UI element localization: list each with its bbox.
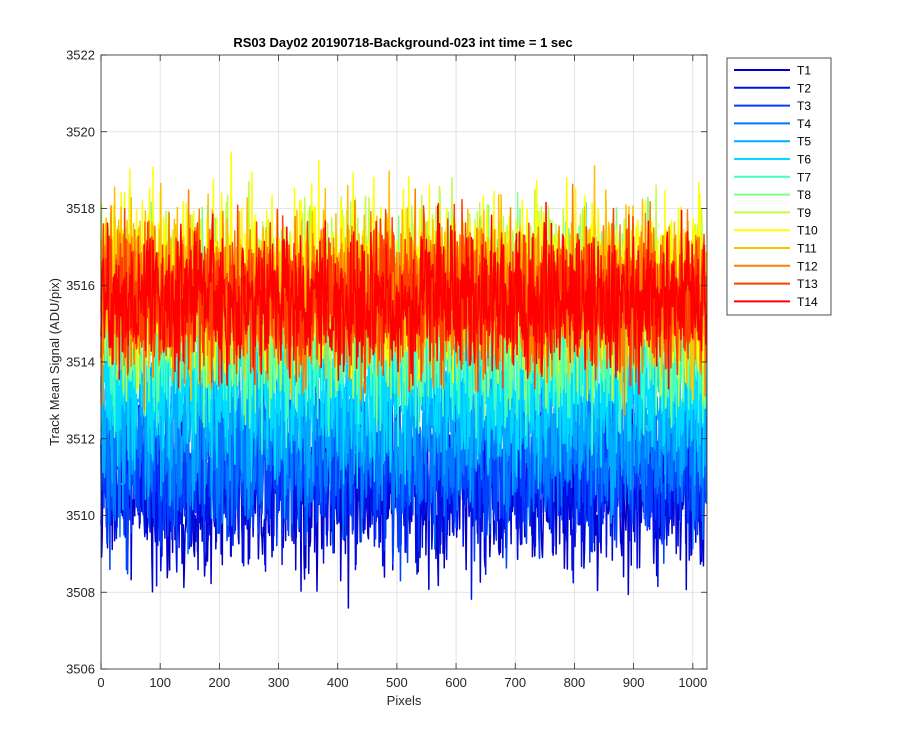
y-tick-label: 3508	[66, 585, 95, 600]
series-lines	[100, 151, 708, 609]
y-tick-label: 3514	[66, 355, 95, 370]
chart-title: RS03 Day02 20190718-Background-023 int t…	[233, 35, 572, 50]
y-tick-label: 3510	[66, 508, 95, 523]
legend-box	[726, 57, 832, 316]
legend: T1 T2 T3 T4 T5 T6 T7 T8 T9 T10 T11 T12 T13 T14	[726, 57, 832, 316]
legend-label: T14	[797, 295, 818, 309]
x-tick-label: 300	[268, 675, 290, 690]
y-tick-label: 3518	[66, 201, 95, 216]
legend-label: T10	[797, 224, 818, 238]
axes: 0 100 200 300 400 500 600 700 800 900 1000 3506 3508…	[66, 48, 707, 691]
legend-label: T13	[797, 277, 818, 291]
x-tick-label: 200	[209, 675, 231, 690]
y-axis-label: Track Mean Signal (ADU/pix)	[47, 278, 62, 446]
legend-label: T11	[797, 242, 817, 256]
x-tick-label: 100	[149, 675, 171, 690]
legend-label: T12	[797, 259, 818, 273]
x-tick-label: 500	[386, 675, 408, 690]
x-tick-label: 900	[623, 675, 645, 690]
x-tick-label: 400	[327, 675, 349, 690]
y-tick-label: 3506	[66, 662, 95, 677]
legend-label: T3	[797, 99, 811, 113]
x-tick-label: 700	[504, 675, 526, 690]
series-line-t14	[100, 201, 708, 395]
y-tick-label: 3512	[66, 431, 95, 446]
legend-label: T2	[797, 81, 811, 95]
x-tick-label: 1000	[678, 675, 707, 690]
y-tick-label: 3520	[66, 124, 95, 139]
y-tick-label: 3522	[66, 48, 95, 63]
legend-label: T4	[797, 117, 811, 131]
legend-label: T8	[797, 188, 811, 202]
legend-label: T6	[797, 153, 811, 167]
x-tick-label: 800	[564, 675, 586, 690]
legend-label: T1	[797, 64, 811, 78]
legend-label: T5	[797, 135, 811, 149]
x-tick-label: 0	[97, 675, 104, 690]
y-tick-label: 3516	[66, 278, 95, 293]
x-tick-label: 600	[445, 675, 467, 690]
legend-label: T7	[797, 170, 811, 184]
legend-label: T9	[797, 206, 811, 220]
x-axis-label: Pixels	[387, 693, 422, 708]
